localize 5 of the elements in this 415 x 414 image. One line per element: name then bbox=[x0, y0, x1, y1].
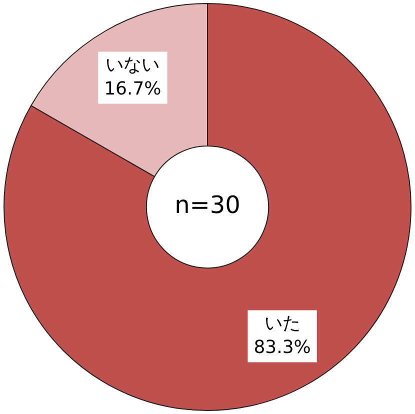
slice-label: いない bbox=[106, 54, 160, 76]
slice-label: いた bbox=[264, 312, 300, 334]
data-label: 83.3% bbox=[254, 336, 311, 358]
text: n=30 bbox=[174, 191, 240, 220]
data-label: 16.7% bbox=[104, 78, 162, 100]
